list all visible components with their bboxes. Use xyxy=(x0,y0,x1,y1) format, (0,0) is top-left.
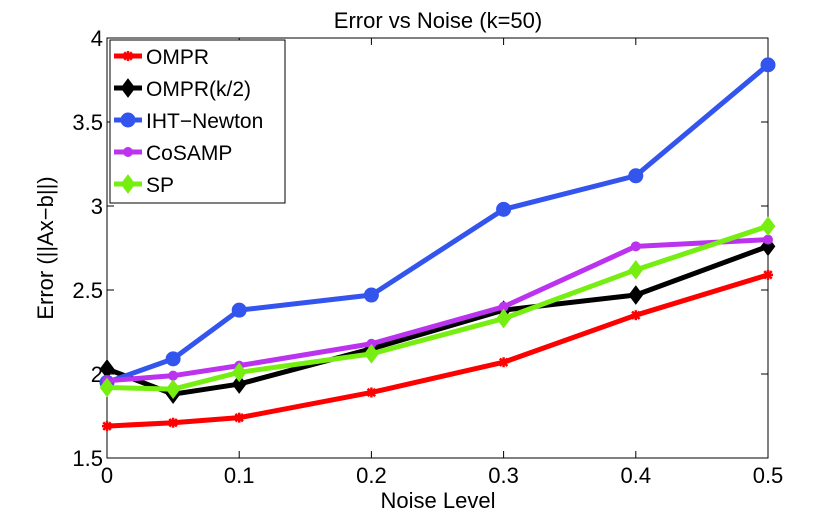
chart-title: Error vs Noise (k=50) xyxy=(334,8,542,33)
y-tick-label: 3 xyxy=(91,194,103,219)
data-point-sp xyxy=(364,344,379,364)
legend-item-ompr-k-2: OMPR(k/2) xyxy=(114,78,251,101)
legend-label: OMPR xyxy=(146,46,209,69)
series-line-ompr xyxy=(106,272,769,429)
y-tick-label: 4 xyxy=(91,26,103,51)
data-point-ompr xyxy=(630,310,641,321)
x-axis-title: Noise Level xyxy=(381,488,496,513)
data-point-sp xyxy=(496,308,511,329)
legend-label: SP xyxy=(146,174,174,197)
data-point-iht-newton xyxy=(231,302,247,318)
data-point-sp xyxy=(99,377,115,398)
data-point-sp xyxy=(231,362,247,383)
series-iht-newton xyxy=(99,57,776,390)
data-point-iht-newton xyxy=(496,201,512,217)
data-point-iht-newton xyxy=(363,287,379,303)
data-point-sp xyxy=(628,260,644,280)
y-axis-title: Error (||Ax−b||) xyxy=(33,176,58,319)
x-tick-label: 0 xyxy=(101,463,113,488)
y-tick-label: 3.5 xyxy=(72,110,103,135)
data-point-ompr xyxy=(168,417,179,428)
data-point-ompr xyxy=(234,412,245,423)
data-point-cosamp xyxy=(630,241,641,252)
data-point-ompr xyxy=(498,357,509,368)
legend-label: OMPR(k/2) xyxy=(146,78,251,101)
legend-marker xyxy=(123,147,133,157)
legend-label: CoSAMP xyxy=(146,142,232,165)
data-point-ompr-k-2 xyxy=(231,374,247,394)
y-tick-label: 1.5 xyxy=(72,446,103,471)
x-tick-label: 0.1 xyxy=(224,463,255,488)
y-tick-label: 2.5 xyxy=(72,278,103,303)
data-point-cosamp xyxy=(168,370,179,381)
data-point-iht-newton xyxy=(165,351,181,367)
x-tick-label: 0.3 xyxy=(488,463,519,488)
x-tick-label: 0.2 xyxy=(356,463,387,488)
x-tick-label: 0.4 xyxy=(621,463,652,488)
data-point-iht-newton xyxy=(628,168,644,184)
legend-label: IHT−Newton xyxy=(146,110,263,133)
data-point-iht-newton xyxy=(760,57,776,73)
data-point-sp xyxy=(760,216,776,236)
legend-item-cosamp: CoSAMP xyxy=(114,142,232,165)
legend-item-ompr: OMPR xyxy=(114,46,209,69)
data-point-ompr-k-2 xyxy=(628,285,644,305)
data-point-ompr xyxy=(366,387,377,398)
data-point-ompr xyxy=(102,421,112,432)
data-point-sp xyxy=(165,379,181,399)
series-layer xyxy=(99,57,776,432)
legend-item-sp: SP xyxy=(114,174,174,197)
legend: OMPR OMPR(k/2) IHT−Newton CoSAMP SP xyxy=(109,39,286,204)
x-tick-label: 0.5 xyxy=(753,463,784,488)
legend-marker xyxy=(123,51,133,61)
axis-ticks: 0 0.1 0.2 0.3 0.4 0.51.522.533.54 xyxy=(72,26,783,488)
legend-marker xyxy=(120,174,136,194)
data-point-cosamp xyxy=(763,234,773,245)
legend-item-iht-newton: IHT−Newton xyxy=(114,110,263,133)
legend-marker xyxy=(120,112,136,128)
series-sp xyxy=(99,216,776,399)
data-point-ompr xyxy=(763,269,773,280)
legend-marker xyxy=(120,78,136,98)
series-cosamp xyxy=(102,234,773,386)
series-ompr xyxy=(102,269,773,432)
